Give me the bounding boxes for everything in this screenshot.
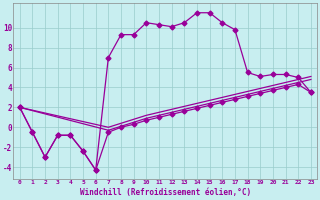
X-axis label: Windchill (Refroidissement éolien,°C): Windchill (Refroidissement éolien,°C) [80, 188, 251, 197]
